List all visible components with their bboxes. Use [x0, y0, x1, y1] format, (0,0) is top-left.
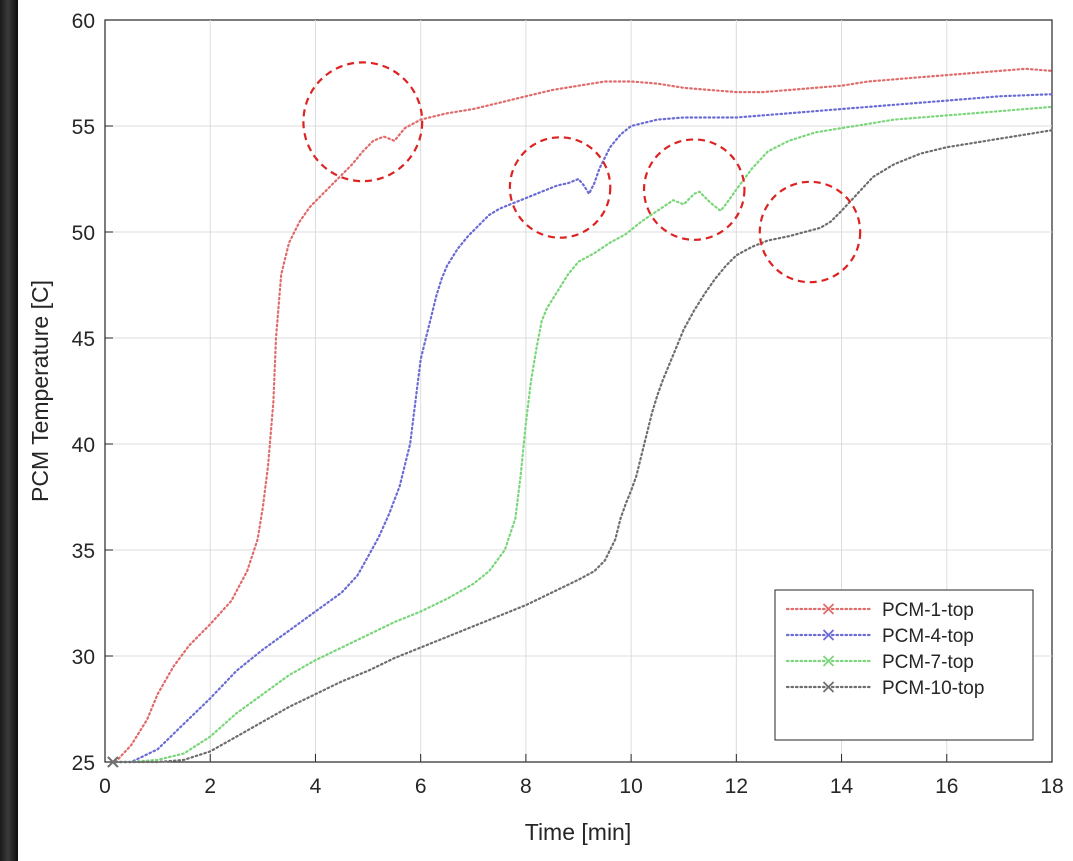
x-tick-label: 0	[99, 775, 111, 798]
x-tick-label: 8	[520, 775, 532, 798]
x-tick-label: 12	[725, 775, 748, 798]
series-line-pcm-1-top	[114, 67, 1054, 764]
y-tick-label: 60	[72, 10, 95, 33]
dashed-circle-annotation	[758, 180, 862, 284]
legend-box	[774, 589, 1034, 741]
x-axis-label: Time [min]	[525, 819, 632, 845]
series-line-pcm-7-top	[114, 105, 1054, 764]
x-tick-label: 10	[619, 775, 642, 798]
legend-marker-icon	[822, 603, 835, 615]
left-image-strip	[0, 0, 18, 861]
x-tick-label: 2	[204, 775, 216, 798]
y-tick-label: 50	[72, 222, 95, 245]
dashed-circle-annotation	[508, 136, 612, 239]
x-ticks: 0 2 4 6 8 10 12 14 16 18	[99, 754, 1064, 798]
series-lines	[114, 67, 1054, 764]
y-tick-label: 45	[72, 328, 95, 351]
legend-marker-icon	[822, 629, 835, 641]
x-tick-label: 18	[1040, 775, 1063, 798]
y-tick-label: 40	[72, 434, 95, 457]
y-tick-label: 35	[72, 540, 95, 563]
series-line-pcm-4-top	[114, 93, 1054, 764]
legend-label: PCM-7-top	[882, 652, 974, 673]
legend-entry: PCM-10-top	[785, 678, 984, 699]
y-axis-label: PCM Temperature [C]	[27, 280, 53, 502]
legend-entry: PCM-4-top	[785, 626, 974, 647]
start-markers	[107, 756, 119, 768]
dashed-circle-annotation	[302, 61, 424, 183]
y-ticks: 25 30 35 40 45 50 55 60	[72, 10, 113, 775]
series-line-pcm-10-top	[114, 129, 1054, 764]
legend-entry: PCM-1-top	[785, 600, 974, 621]
legend-label: PCM-1-top	[882, 600, 974, 621]
x-tick-label: 16	[935, 775, 958, 798]
start-marker-pcm-10-top	[107, 756, 119, 768]
legend-label: PCM-4-top	[882, 626, 974, 647]
annotations	[302, 61, 862, 284]
legend-marker-icon	[822, 681, 835, 693]
y-tick-label: 30	[72, 646, 95, 669]
dashed-circle-annotation	[642, 138, 746, 241]
legend-marker-icon	[822, 655, 835, 667]
x-tick-label: 6	[415, 775, 427, 798]
x-tick-label: 14	[830, 775, 854, 798]
legend: PCM-1-top PCM-4-top PCM-7-top PCM-10-top	[774, 589, 1034, 741]
x-tick-label: 4	[310, 775, 322, 798]
y-tick-label: 55	[72, 116, 95, 139]
legend-entry: PCM-7-top	[785, 652, 974, 673]
y-tick-label: 25	[72, 752, 95, 775]
legend-label: PCM-10-top	[882, 678, 984, 699]
